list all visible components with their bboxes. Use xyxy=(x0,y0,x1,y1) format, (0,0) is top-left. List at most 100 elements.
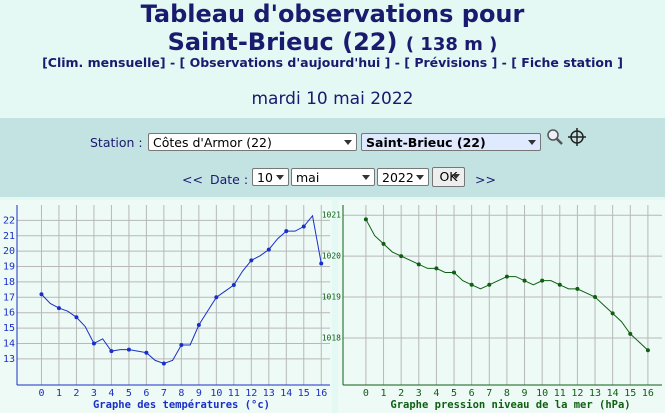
x-tick-label: 3 xyxy=(91,388,97,399)
links: [Clim. mensuelle] - [ Observations d'auj… xyxy=(0,55,665,70)
data-point xyxy=(161,361,166,366)
y-tick-label: 17 xyxy=(3,292,15,303)
data-point xyxy=(109,349,114,354)
panel xyxy=(0,200,332,413)
data-point xyxy=(557,282,562,287)
separator: - xyxy=(501,55,507,70)
x-tick-label: 16 xyxy=(642,388,654,399)
x-tick-label: 11 xyxy=(554,388,566,399)
x-tick-label: 11 xyxy=(228,388,240,399)
x-tick-label: 16 xyxy=(315,388,327,399)
x-tick-label: 15 xyxy=(624,388,636,399)
link[interactable]: [ Prévisions ] xyxy=(404,55,498,70)
data-point xyxy=(381,241,386,246)
data-point xyxy=(144,350,149,355)
data-point xyxy=(575,286,580,291)
data-point xyxy=(179,343,184,347)
x-tick-label: 2 xyxy=(73,388,79,399)
x-tick-label: 3 xyxy=(416,388,422,399)
form-band: Station : Côtes d'Armor (22) Saint-Brieu… xyxy=(0,118,665,197)
link[interactable]: [Clim. mensuelle] xyxy=(42,55,166,70)
x-tick-label: 7 xyxy=(161,388,167,399)
x-tick-label: 12 xyxy=(245,388,257,399)
x-axis-label: Graphe pression niveau de la mer (hPa) xyxy=(390,399,630,411)
data-point xyxy=(319,261,324,266)
data-point xyxy=(363,217,368,222)
date-label: Date : xyxy=(210,172,249,187)
data-point xyxy=(416,262,421,267)
x-tick-label: 1 xyxy=(381,388,387,399)
locate-icon[interactable] xyxy=(568,128,586,146)
y-tick-label: 1020 xyxy=(322,252,341,261)
x-tick-label: 13 xyxy=(589,388,601,399)
data-point xyxy=(645,348,650,353)
data-point xyxy=(39,292,44,297)
x-tick-label: 15 xyxy=(298,388,310,399)
y-tick-label: 18 xyxy=(3,277,15,288)
data-point xyxy=(522,278,527,283)
ok-button[interactable]: OK xyxy=(432,167,465,187)
data-point xyxy=(540,278,545,283)
x-tick-label: 9 xyxy=(196,388,202,399)
data-point xyxy=(504,274,509,279)
day-select[interactable]: 10 xyxy=(252,168,289,186)
station-label: Station : xyxy=(90,135,143,150)
x-tick-label: 14 xyxy=(607,388,619,399)
data-point xyxy=(593,295,598,300)
x-tick-label: 6 xyxy=(143,388,149,399)
panel xyxy=(338,200,665,413)
y-tick-label: 1018 xyxy=(322,333,341,342)
x-tick-label: 4 xyxy=(108,388,114,399)
data-point xyxy=(126,347,131,352)
x-tick-label: 5 xyxy=(451,388,457,399)
data-point xyxy=(469,282,474,287)
data-point xyxy=(56,306,61,311)
x-tick-label: 9 xyxy=(522,388,528,399)
x-tick-label: 5 xyxy=(126,388,132,399)
data-point xyxy=(196,323,201,327)
year-select[interactable]: 2022 xyxy=(377,168,429,186)
station-title-line: Saint-Brieuc (22) ( 138 m ) xyxy=(0,28,665,56)
x-tick-label: 7 xyxy=(486,388,492,399)
separator: - xyxy=(169,55,176,70)
y-tick-label: 22 xyxy=(3,215,15,226)
x-tick-label: 14 xyxy=(280,388,292,399)
x-tick-label: 1 xyxy=(56,388,62,399)
link[interactable]: [ Observations d'aujourd'hui ] xyxy=(179,55,391,70)
month-select[interactable]: mai xyxy=(291,168,375,186)
x-tick-label: 6 xyxy=(469,388,475,399)
x-tick-label: 8 xyxy=(178,388,184,399)
x-tick-label: 13 xyxy=(263,388,275,399)
data-point xyxy=(214,295,219,300)
x-tick-label: 8 xyxy=(504,388,510,399)
data-point xyxy=(487,282,492,287)
x-tick-label: 0 xyxy=(38,388,44,399)
prev-day[interactable]: << xyxy=(182,172,203,187)
x-tick-label: 10 xyxy=(210,388,222,399)
y-tick-label: 14 xyxy=(3,338,15,349)
data-point xyxy=(399,254,404,259)
station-select[interactable]: Saint-Brieuc (22) xyxy=(361,133,541,151)
search-icon[interactable] xyxy=(546,128,564,146)
altitude: ( 138 m ) xyxy=(405,34,498,55)
x-axis-label: Graphe des températures (°c) xyxy=(93,399,270,411)
y-tick-label: 15 xyxy=(3,323,15,334)
link[interactable]: [ Fiche station ] xyxy=(511,55,623,70)
x-tick-label: 0 xyxy=(363,388,369,399)
y-tick-label: 1021 xyxy=(322,211,341,220)
x-tick-label: 12 xyxy=(571,388,583,399)
data-point xyxy=(231,283,236,287)
y-tick-label: 20 xyxy=(3,246,15,257)
data-point xyxy=(301,224,306,229)
data-point xyxy=(452,270,457,275)
x-tick-label: 4 xyxy=(433,388,439,399)
data-point xyxy=(284,229,289,234)
y-tick-label: 19 xyxy=(3,262,15,273)
date: mardi 10 mai 2022 xyxy=(251,89,414,109)
data-point xyxy=(628,331,633,336)
y-tick-label: 21 xyxy=(3,231,15,242)
next-day[interactable]: >> xyxy=(475,172,496,187)
department-select[interactable]: Côtes d'Armor (22) xyxy=(148,133,357,151)
data-point xyxy=(74,315,79,320)
